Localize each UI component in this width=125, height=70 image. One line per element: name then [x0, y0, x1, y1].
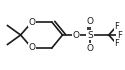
Text: O: O [28, 43, 35, 52]
Text: O: O [86, 44, 94, 53]
Text: S: S [87, 31, 93, 39]
Text: F: F [114, 22, 119, 31]
Text: O: O [86, 17, 94, 26]
Text: F: F [114, 39, 119, 48]
Text: O: O [28, 18, 35, 27]
Text: F: F [117, 31, 122, 39]
Text: O: O [73, 31, 80, 39]
